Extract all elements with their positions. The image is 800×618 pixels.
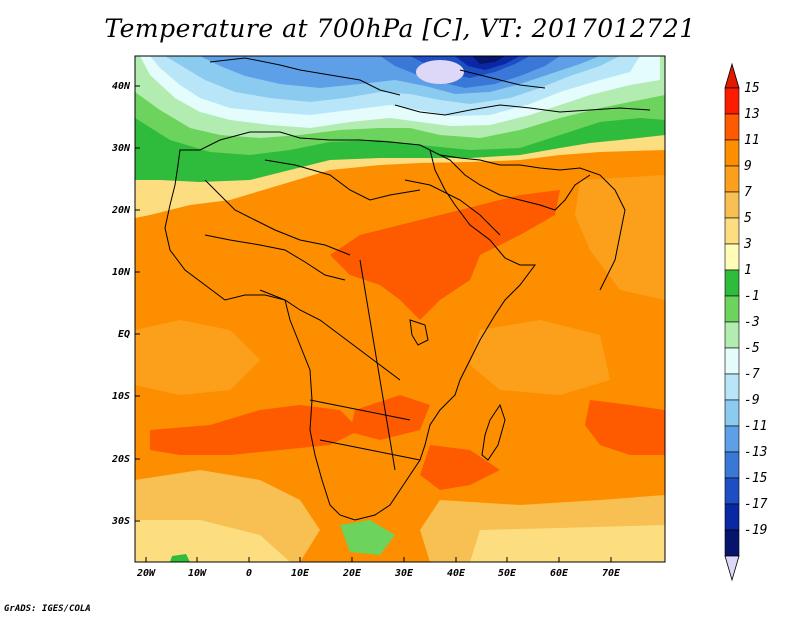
lat-label: 20S: [111, 454, 130, 465]
colorbar-segment: [724, 191, 740, 219]
colorbar-segment: [724, 139, 740, 167]
colorbar-label: 1: [744, 263, 752, 278]
colorbar-segment: [724, 503, 740, 531]
grads-credit: GrADS: IGES/COLA: [4, 604, 91, 614]
temperature-field: [135, 56, 665, 562]
colorbar-segment: [724, 87, 740, 115]
map-title: Temperature at 700hPa [C], VT: 201701272…: [104, 14, 696, 43]
lat-label: EQ: [118, 329, 130, 340]
colorbar-label: -5: [744, 341, 760, 356]
colorbar-label: 11: [744, 133, 760, 148]
colorbar-label: -9: [744, 393, 760, 408]
lat-label: 10N: [112, 267, 131, 278]
colorbar-segment: [724, 269, 740, 297]
lat-label: 10S: [112, 391, 130, 402]
colorbar-label: -7: [744, 367, 760, 382]
colorbar-segment: [724, 477, 740, 505]
colorbar-label: 5: [744, 211, 752, 226]
lon-label: 10E: [291, 568, 310, 579]
lon-label: 70E: [602, 568, 621, 579]
colorbar-label: -11: [744, 419, 767, 434]
colorbar-label: 9: [744, 159, 752, 174]
lat-label: 20N: [111, 205, 131, 216]
lon-label: 60E: [550, 568, 569, 579]
lat-label: 40N: [112, 81, 131, 92]
colorbar-segment: [724, 347, 740, 375]
lat-label: 30S: [111, 516, 130, 527]
colorbar-segment: [724, 451, 740, 479]
lat-label: 30N: [111, 143, 131, 154]
colorbar-label: 3: [743, 237, 752, 252]
lon-label: 40E: [447, 568, 466, 579]
colorbar-label: -1: [744, 289, 760, 304]
colorbar-segment: [724, 373, 740, 401]
colorbar-segment: [724, 217, 740, 245]
colorbar-label: -15: [744, 471, 768, 486]
colorbar-segment: [724, 529, 740, 557]
coastlines: [164, 57, 651, 521]
colorbar-label: -17: [744, 497, 768, 512]
colorbar-segment: [724, 113, 740, 141]
colorbar-label: 7: [744, 185, 752, 200]
lon-label: 0: [246, 568, 252, 579]
map-frame: [134, 55, 666, 563]
lon-label: 20W: [136, 568, 156, 579]
colorbar-label: -3: [744, 315, 760, 330]
colorbar-segment: [724, 295, 740, 323]
axis-ticks: [135, 85, 612, 562]
lon-label: 10W: [188, 568, 207, 579]
colorbar-segment: [724, 425, 740, 453]
colorbar: 15 13 11 9 7 5 3 1 -1 -3 -5 -7 -9 -11 -13 -15 -17 -19: [724, 62, 768, 582]
colorbar-top-arrow: [724, 62, 740, 89]
colorbar-segment: [724, 399, 740, 427]
colorbar-label: 15: [744, 81, 760, 96]
lon-label: 50E: [498, 568, 517, 579]
colorbar-label: -19: [744, 523, 767, 538]
colorbar-label: -13: [744, 445, 767, 460]
lon-label: 30E: [394, 568, 414, 579]
colorbar-bottom-arrow: [724, 555, 740, 582]
lon-label: 20E: [342, 568, 362, 579]
colorbar-segment: [724, 165, 740, 193]
colorbar-segment: [724, 321, 740, 349]
longitude-labels: 20W 10W 0 10E 20E 30E 40E 50E 60E 70E: [136, 568, 621, 579]
latitude-labels: 40N 30N 20N 10N EQ 10S 20S 30S: [111, 81, 131, 527]
colorbar-label: 13: [744, 107, 760, 122]
colorbar-segment: [724, 243, 740, 271]
